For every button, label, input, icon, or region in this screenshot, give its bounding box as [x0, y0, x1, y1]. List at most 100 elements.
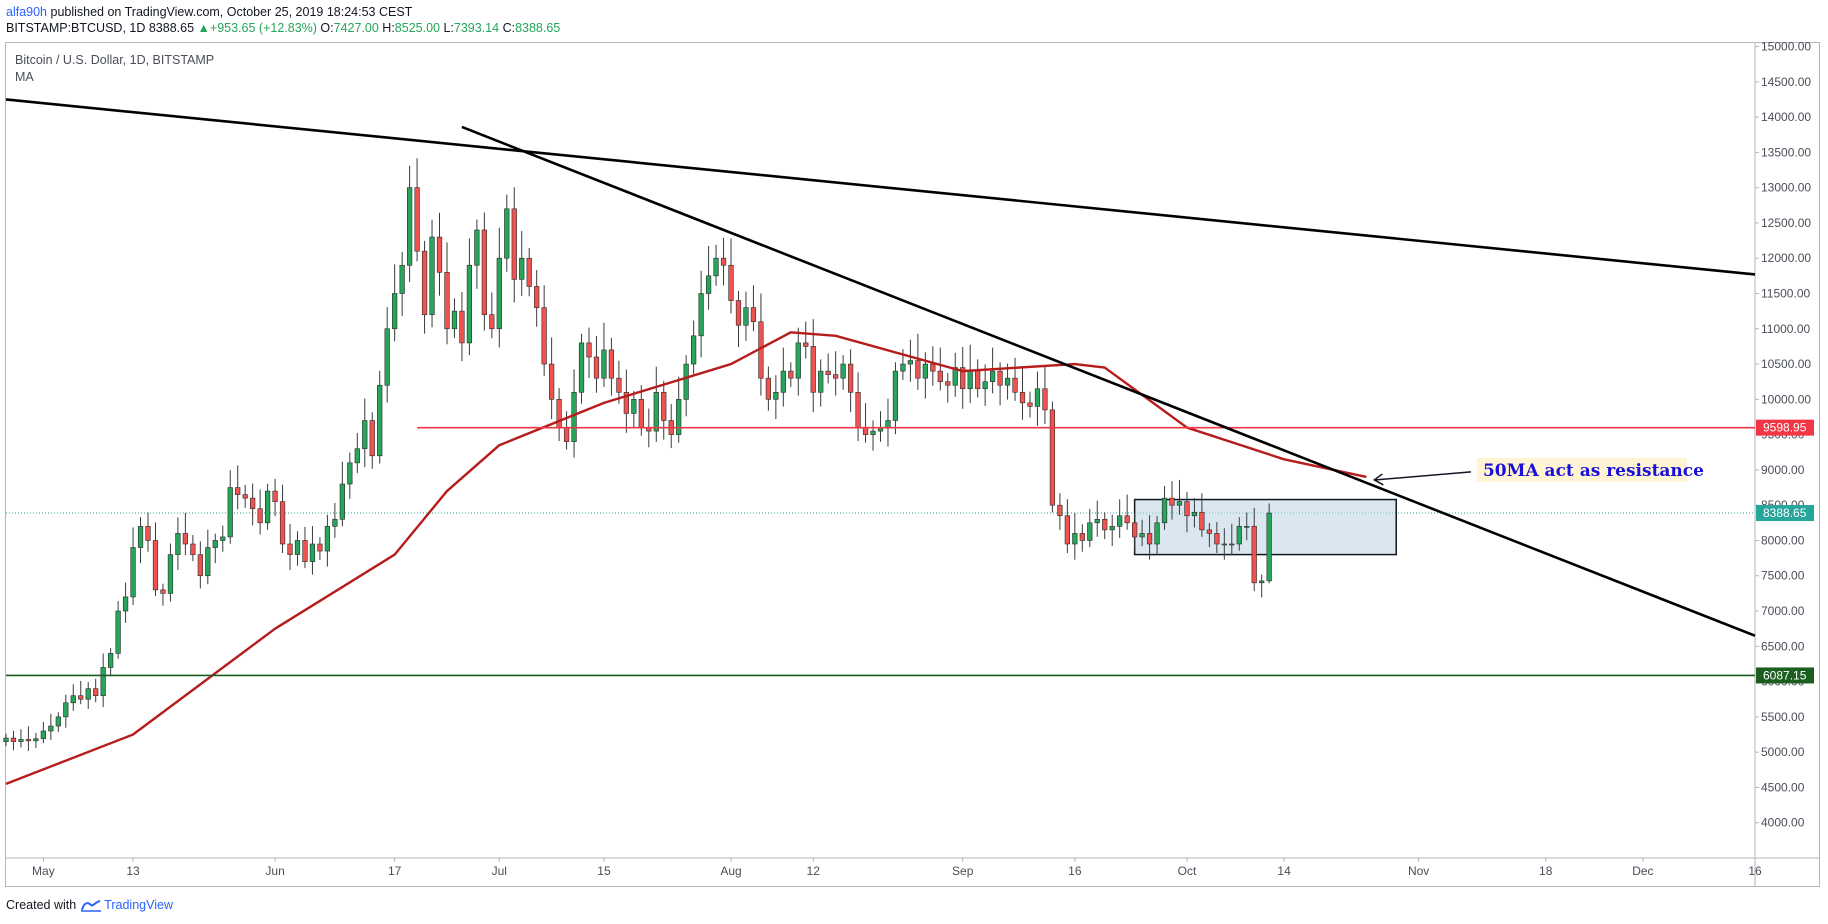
candle-body	[332, 518, 338, 527]
x-tick-label: Jun	[265, 864, 284, 878]
candle-body	[362, 420, 368, 450]
candle-body	[631, 399, 637, 414]
author-link[interactable]: alfa90h	[6, 5, 48, 19]
open-label: O:	[320, 21, 334, 35]
candle-body	[847, 363, 854, 393]
candle-body	[257, 508, 263, 524]
candle-body	[960, 367, 966, 390]
candle-body	[1079, 533, 1085, 541]
level-price-label: 9598.95	[1763, 421, 1807, 435]
candle-body	[541, 307, 547, 365]
candle-body	[302, 540, 308, 562]
current-price-tag	[1756, 505, 1814, 522]
candle-body	[1019, 391, 1026, 404]
candle-body	[33, 738, 39, 742]
candle-body	[466, 264, 473, 344]
candle-body	[1049, 409, 1056, 506]
candle-body	[601, 349, 607, 379]
low-value: 7393.14	[453, 21, 500, 35]
legend-title: Bitcoin / U.S. Dollar, 1D, BITSTAMP	[15, 53, 215, 67]
y-tick-label: 4500.00	[1761, 780, 1805, 794]
candle-body	[1117, 515, 1123, 527]
candle-body	[108, 653, 114, 668]
candle-body	[1146, 533, 1153, 545]
candle-body	[788, 370, 794, 379]
candle-body	[1094, 518, 1100, 524]
y-tick-label: 8000.00	[1761, 533, 1805, 547]
arrow-head-icon	[1372, 473, 1384, 486]
candle-body	[1012, 377, 1018, 393]
candle-body	[384, 328, 390, 386]
candle-body	[48, 725, 54, 732]
candle-body	[593, 356, 600, 379]
candle-body	[1221, 543, 1227, 546]
footer: Created with TradingView	[6, 898, 173, 912]
candle-body	[137, 526, 144, 548]
candle-body	[63, 702, 69, 718]
candle-body	[862, 427, 869, 435]
candle-body	[130, 547, 136, 598]
close-value: 8388.65	[515, 21, 561, 35]
candle-body	[250, 497, 256, 510]
candle-body	[235, 487, 241, 495]
candle-body	[279, 501, 286, 545]
y-tick-label: 13000.00	[1761, 181, 1811, 195]
candle-body	[70, 695, 76, 704]
candle-body	[406, 187, 413, 266]
publish-info: alfa90h published on TradingView.com, Oc…	[6, 5, 412, 19]
candle-body	[100, 667, 106, 697]
candle-body	[3, 737, 9, 743]
candle-body	[549, 363, 555, 400]
trendline-upper	[5, 98, 1756, 276]
candle-body	[197, 554, 203, 577]
candle-body	[1184, 501, 1190, 517]
candle-body	[18, 739, 24, 742]
candle-body	[205, 547, 211, 577]
candle-body	[1199, 511, 1205, 531]
candle-body	[989, 370, 996, 383]
candle-body	[190, 543, 196, 555]
price-change: +953.65 (+12.83%)	[209, 21, 317, 35]
x-tick-label: Nov	[1408, 864, 1429, 878]
candle-body	[900, 363, 906, 372]
high-value: 8525.00	[394, 21, 440, 35]
candle-body	[818, 370, 824, 393]
candle-body	[122, 596, 129, 612]
candle-body	[840, 363, 846, 379]
y-tick-label: 14500.00	[1761, 75, 1811, 89]
candle-body	[780, 370, 786, 393]
candle-body	[1244, 526, 1250, 528]
candle-body	[145, 526, 151, 541]
y-tick-label: 5500.00	[1761, 710, 1805, 724]
tradingview-brand[interactable]: TradingView	[104, 898, 173, 912]
candle-body	[347, 462, 353, 485]
candle-body	[698, 293, 704, 337]
y-tick-label: 6500.00	[1761, 639, 1805, 653]
candle-body	[167, 554, 174, 594]
candle-body	[474, 229, 480, 266]
candle-body	[10, 737, 17, 742]
annotation-text: 50MA act as resistance	[1483, 461, 1704, 481]
candle-body	[324, 526, 331, 552]
candle-body	[1236, 526, 1242, 545]
candle-body	[534, 286, 540, 308]
created-with-label: Created with	[6, 898, 77, 912]
candle-body	[885, 420, 891, 428]
y-tick-label: 4000.00	[1761, 816, 1805, 830]
candle-body	[623, 391, 629, 414]
candle-body	[915, 360, 921, 379]
candle-body	[1034, 388, 1041, 407]
x-tick-label: Dec	[1632, 864, 1653, 878]
candle-body	[182, 533, 189, 545]
candle-body	[1259, 580, 1265, 584]
y-tick-label: 9000.00	[1761, 463, 1805, 477]
candle-body	[728, 264, 734, 301]
y-tick-label: 10500.00	[1761, 357, 1811, 371]
candle-body	[930, 363, 936, 372]
y-tick-label: 12500.00	[1761, 216, 1811, 230]
candle-body	[519, 257, 525, 280]
legend-indicator[interactable]: MA	[15, 70, 34, 84]
publish-text: published on TradingView.com, October 25…	[47, 5, 413, 19]
candle-body	[1251, 526, 1257, 584]
